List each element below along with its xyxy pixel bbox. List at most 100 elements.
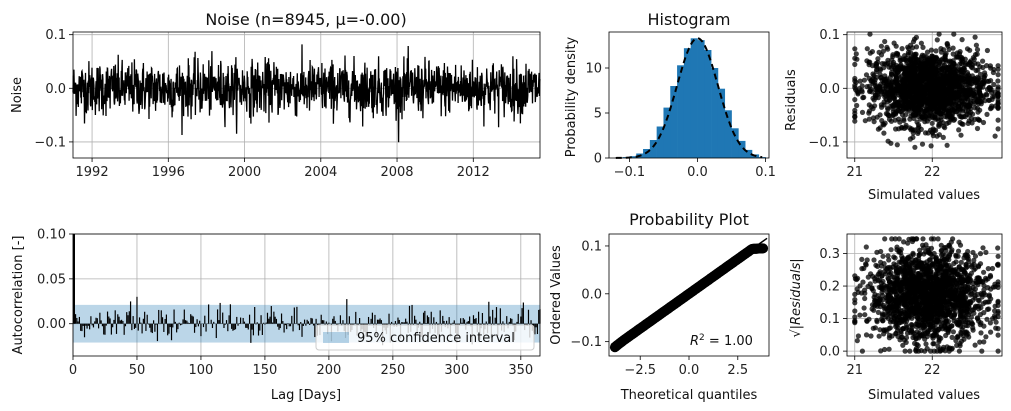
acf-legend: 95% confidence interval [315, 324, 535, 351]
scale-location-point [974, 275, 980, 281]
histogram-bar [758, 157, 766, 158]
residual-point [922, 113, 928, 119]
probability-plot-title: Probability Plot [629, 210, 749, 229]
scale-location-point [894, 276, 901, 282]
residual-point [991, 81, 997, 88]
scale-location-point [931, 304, 937, 310]
residual-point [928, 143, 934, 149]
residual-point [959, 121, 965, 127]
residual-point [946, 119, 952, 125]
scale-location-point [881, 312, 887, 318]
residual-point [945, 98, 952, 104]
histogram-bar [663, 107, 671, 158]
residual-point [891, 40, 897, 46]
scale-location-point [993, 325, 999, 331]
scale-location-point [908, 260, 915, 266]
scale-location-point [895, 333, 901, 339]
residual-point [957, 94, 963, 100]
acf-axes-frame [72, 233, 541, 357]
scale-location-point [912, 279, 918, 285]
scale-location-point [855, 333, 862, 339]
scale-location-panel: 21 22 0.0 0.1 0.2 0.3 √|Residuals| Simulated … [789, 233, 1003, 403]
scale-location-point [879, 292, 886, 299]
scale-location-point [894, 318, 900, 324]
scale-location-point [981, 339, 987, 345]
scale-location-point [967, 273, 973, 279]
scale-location-xtick-label: 21 [846, 363, 863, 378]
residual-point [852, 110, 858, 116]
residual-point [884, 44, 890, 50]
scale-location-point [938, 248, 944, 254]
acf-xlabel: Lag [Days] [271, 388, 341, 403]
scale-location-point [971, 257, 977, 263]
residual-point [853, 79, 859, 85]
histogram-bar [738, 140, 746, 158]
residual-point [906, 64, 912, 70]
scale-location-point [974, 315, 981, 321]
histogram-xtick-label: −0.1 [614, 165, 646, 180]
residual-point [893, 86, 899, 92]
residual-point [907, 77, 913, 83]
residual-point [923, 60, 930, 66]
scale-location-point [928, 268, 934, 274]
noise-title: Noise (n=8945, μ=-0.00) [205, 10, 406, 29]
scale-location-point [930, 280, 936, 286]
scale-location-point [852, 318, 858, 324]
acf-ytick-label: 0.05 [37, 272, 66, 287]
residual-point [872, 83, 878, 89]
scale-location-point [903, 335, 910, 341]
residuals-xlabel: Simulated values [868, 188, 980, 203]
scale-location-point [873, 298, 879, 305]
residual-point [889, 79, 895, 85]
residual-point [980, 119, 987, 126]
residual-point [951, 31, 957, 37]
residual-point [910, 39, 917, 45]
residual-point [885, 92, 892, 98]
residual-point [951, 96, 957, 102]
residual-point [927, 83, 933, 89]
residual-point [966, 112, 973, 118]
scale-location-point [971, 267, 977, 273]
residual-point [959, 69, 965, 75]
acf-ytick-label: 0.00 [37, 317, 66, 332]
residual-point [928, 47, 935, 53]
residual-point [917, 62, 923, 68]
residual-point [859, 87, 865, 93]
scale-location-point [967, 300, 973, 306]
probability-ylabel: Ordered Values [549, 245, 564, 345]
scale-location-point [924, 329, 930, 335]
residual-point [878, 43, 885, 49]
scale-location-point [970, 297, 976, 303]
r-squared-annotation: R2 = 1.00 [690, 333, 753, 349]
scale-location-point [981, 269, 987, 275]
residual-point [943, 50, 949, 57]
scale-location-point [871, 307, 877, 313]
residual-point [947, 103, 953, 109]
scale-location-point [900, 342, 906, 348]
probability-xtick-label: −2.5 [624, 363, 656, 378]
scale-location-point [990, 316, 996, 322]
scale-location-point [988, 296, 994, 302]
histogram-panel: Histogram −0.1 0.0 0.1 0 5 10 Probability den… [564, 10, 776, 180]
residual-point [977, 85, 983, 91]
residual-point [867, 50, 873, 56]
residual-point [933, 83, 940, 89]
residual-point [936, 75, 942, 82]
residual-point [896, 116, 902, 122]
residual-point [852, 46, 858, 52]
scale-location-point [986, 306, 992, 312]
histogram-bar [656, 126, 664, 158]
scale-location-point [995, 332, 1001, 338]
scale-location-point [943, 332, 949, 339]
residual-point [988, 87, 994, 93]
residual-point [972, 105, 978, 111]
scale-location-point [897, 282, 903, 288]
scale-location-point [948, 304, 954, 310]
scale-location-point [936, 319, 942, 325]
residual-point [881, 130, 887, 136]
scale-location-point [913, 257, 919, 263]
residual-point [916, 124, 922, 130]
scale-location-point [931, 348, 937, 354]
residual-point [908, 58, 914, 64]
scale-location-point [933, 271, 939, 277]
